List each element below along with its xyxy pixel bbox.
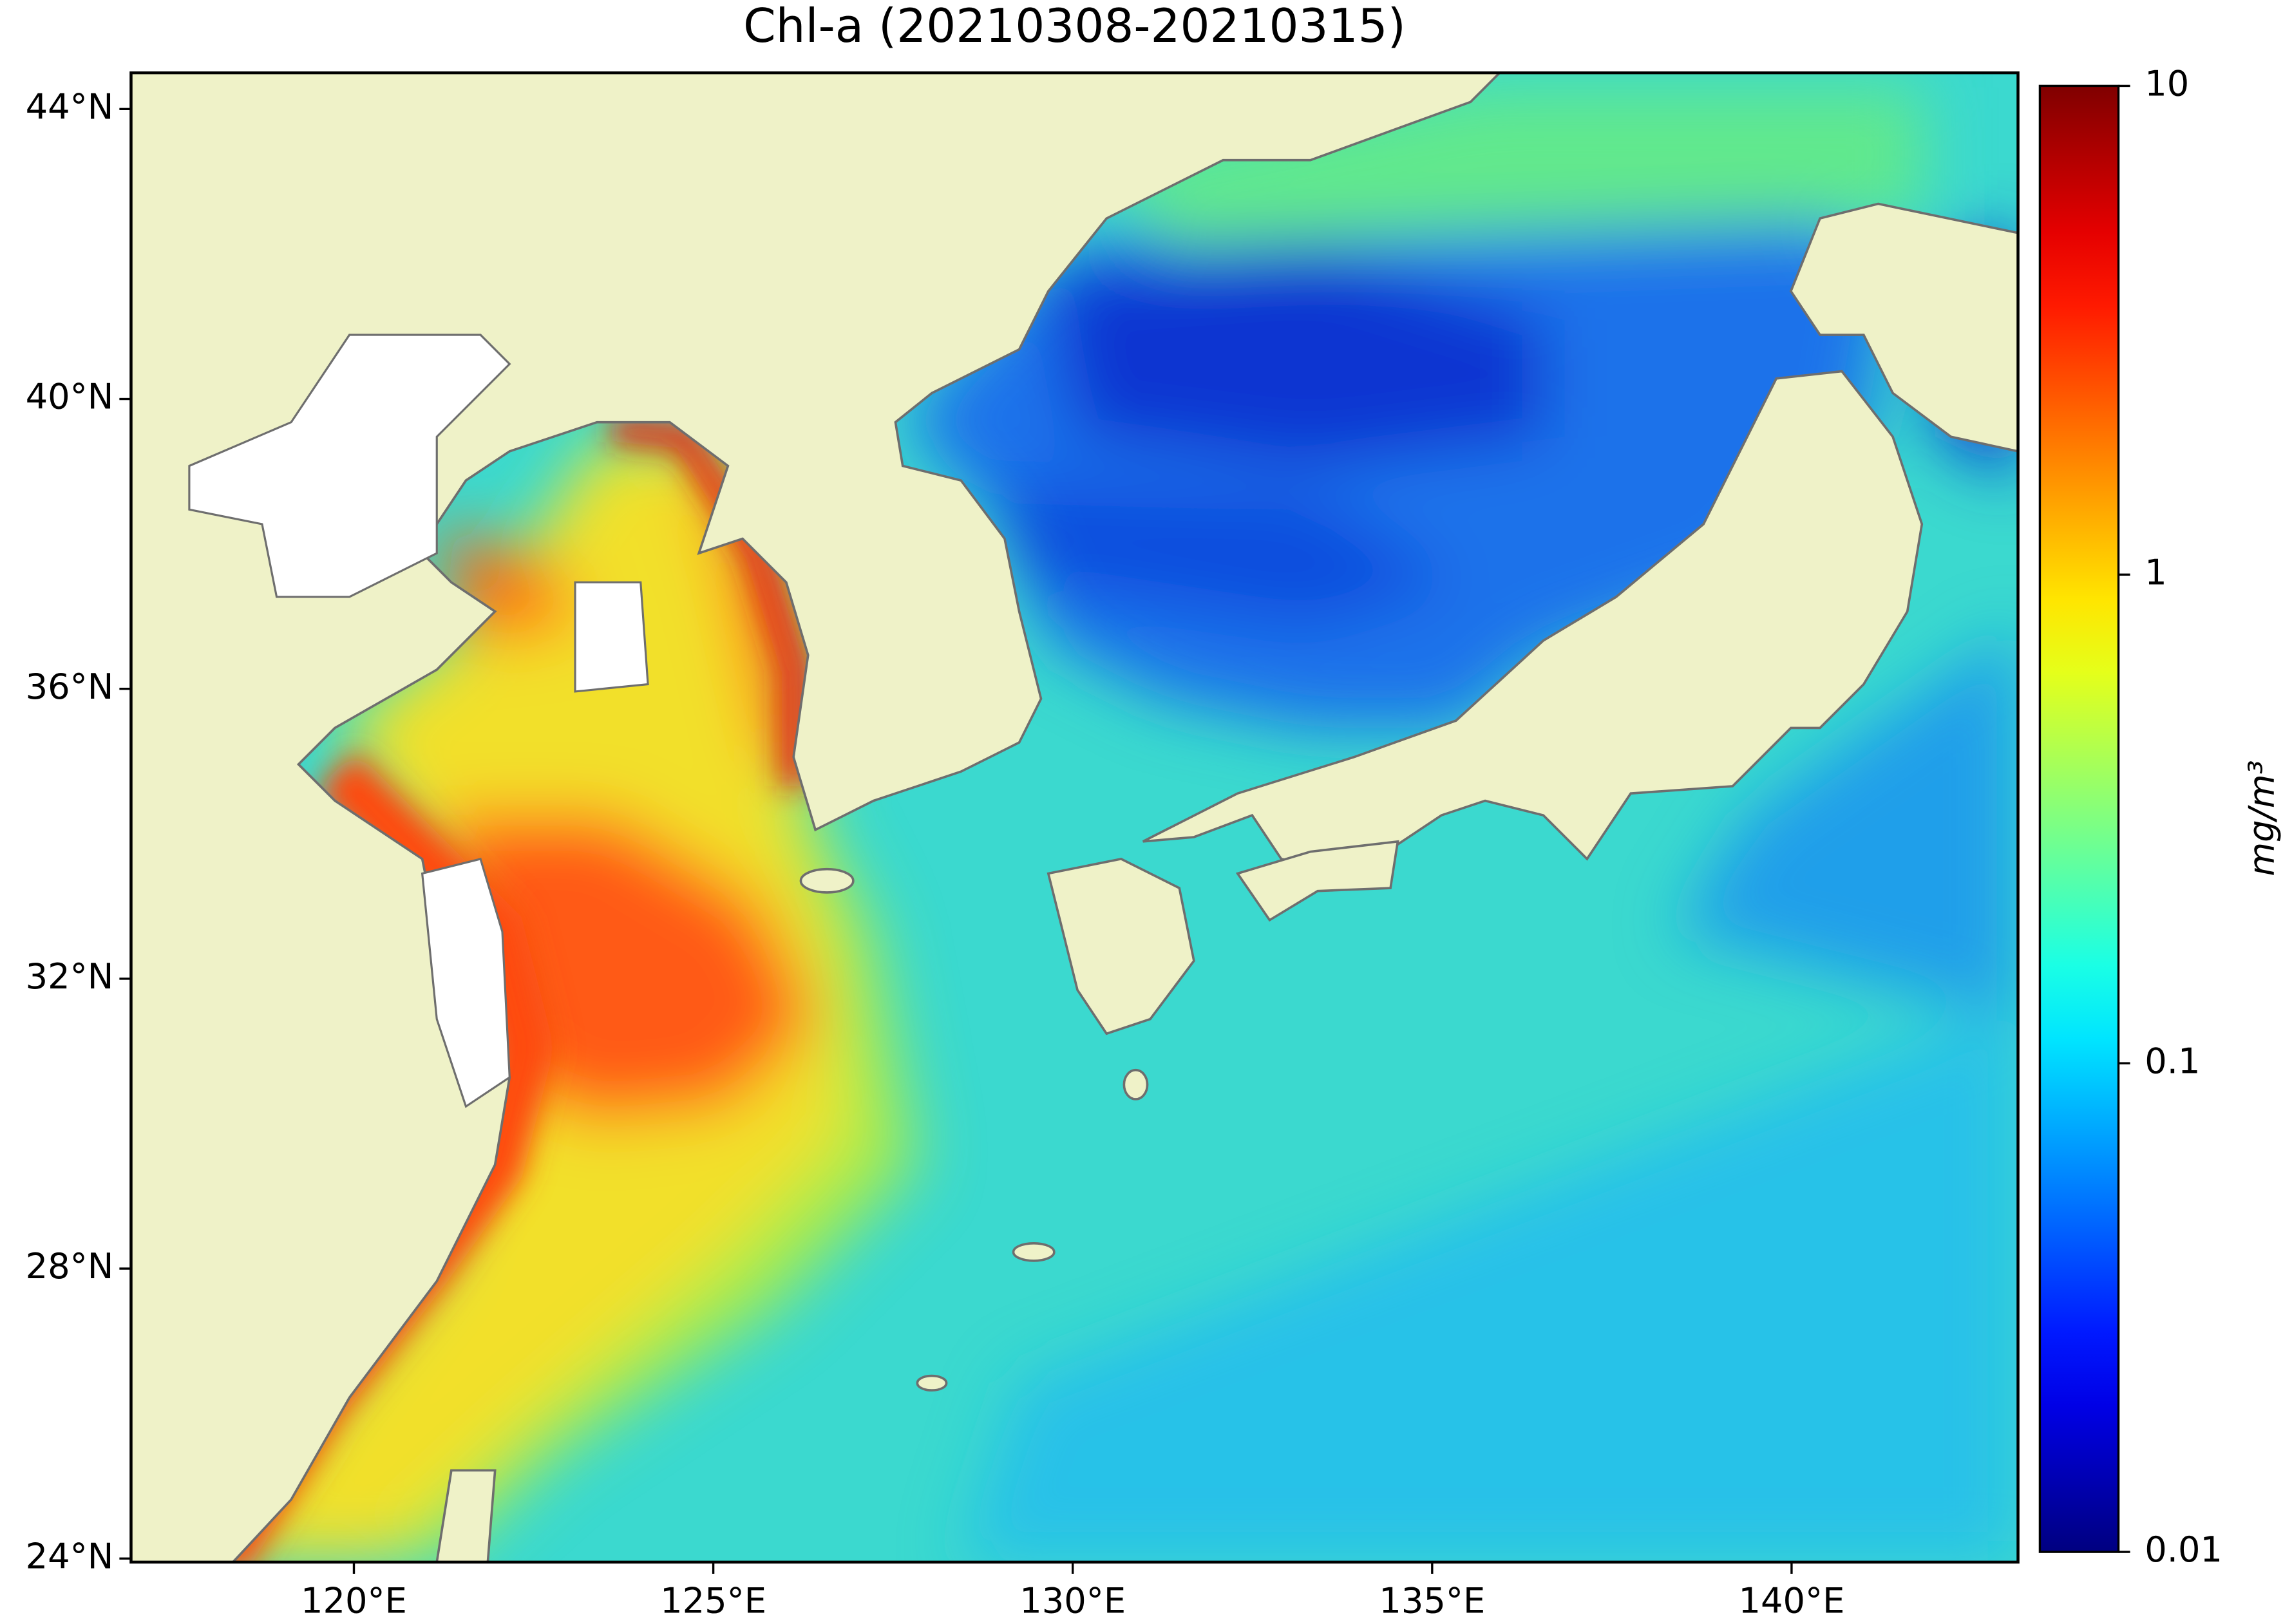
yellow-sea-no-data [574,581,649,693]
x-tick-label: 120°E [301,1580,407,1621]
island [916,1374,948,1392]
y-tick-label: 28°N [26,1246,114,1287]
x-tick-label: 140°E [1738,1580,1844,1621]
hokkaido [1789,202,2018,453]
taiwan [435,1469,497,1562]
y-tick-label: 40°N [26,377,114,417]
y-tick-label: 36°N [26,666,114,707]
island [1012,1242,1056,1262]
colorbar-label: mg/m³ [2242,760,2282,876]
y-tick-label: 24°N [26,1536,114,1576]
x-tick-label: 130°E [1019,1580,1126,1621]
colorbar [2038,84,2120,1553]
map [131,73,2018,1562]
kyushu [1047,858,1195,1035]
colorbar-tick-label: 0.01 [2145,1529,2222,1570]
y-tick-label: 44°N [26,86,114,127]
bohai-no-data [188,334,511,598]
shikoku [1235,840,1399,922]
colorbar-tick-label: 1 [2145,552,2167,592]
x-tick-label: 135°E [1379,1580,1485,1621]
x-tick-label: 125°E [660,1580,766,1621]
colorbar-tick-label: 10 [2145,64,2189,104]
jeju [799,867,855,894]
chart-title: Chl-a (20210308-20210315) [743,0,1406,53]
colorbar-tick-label: 0.1 [2145,1041,2200,1081]
map-frame [129,71,2020,1564]
coastal-no-data [421,858,511,1108]
island [1123,1068,1149,1100]
y-tick-label: 32°N [26,956,114,997]
